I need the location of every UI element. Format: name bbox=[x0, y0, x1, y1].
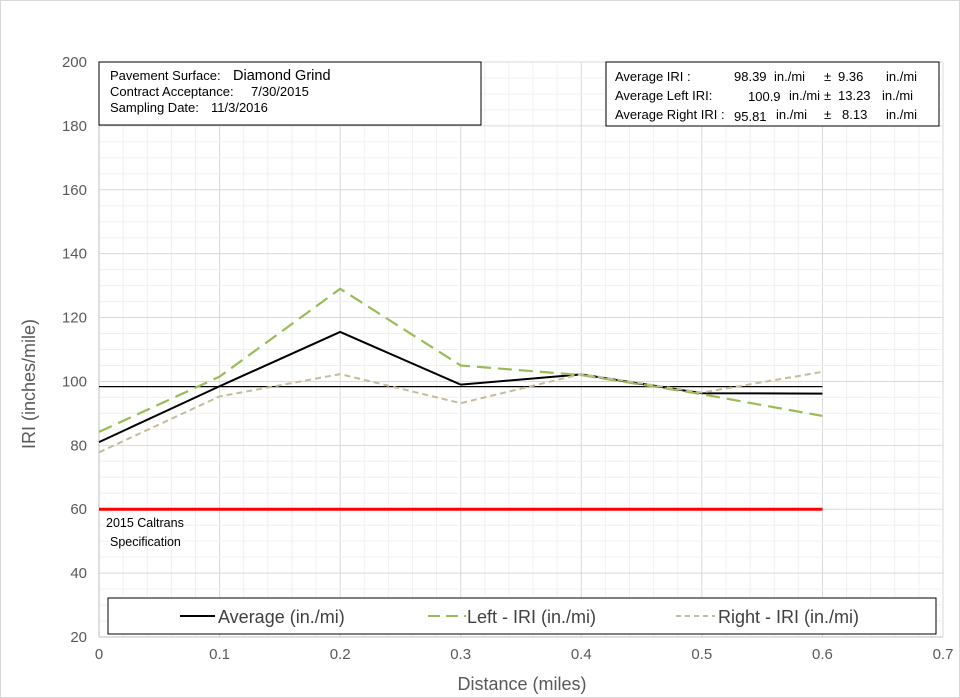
x-tick-label: 0.1 bbox=[209, 646, 230, 663]
legend-label-average: Average (in./mi) bbox=[218, 607, 345, 627]
x-tick-label: 0.5 bbox=[691, 646, 712, 663]
avg-left-iri-err: 13.23 bbox=[838, 88, 871, 103]
spec-label-line1: 2015 Caltrans bbox=[106, 516, 184, 530]
avg-left-iri-label: Average Left IRI: bbox=[615, 88, 712, 103]
x-tick-label: 0.4 bbox=[571, 646, 592, 663]
x-tick-label: 0 bbox=[95, 646, 103, 663]
y-tick-label: 180 bbox=[62, 118, 87, 135]
y-tick-label: 80 bbox=[70, 437, 87, 454]
avg-right-iri-err: 8.13 bbox=[842, 107, 867, 122]
y-tick-label: 60 bbox=[70, 501, 87, 518]
y-tick-label: 100 bbox=[62, 373, 87, 390]
pavement-surface-value: Diamond Grind bbox=[233, 68, 331, 84]
series-lines bbox=[98, 287, 823, 454]
x-tick-label: 0.2 bbox=[330, 646, 351, 663]
avg-right-iri-unit: in./mi bbox=[776, 107, 807, 122]
avg-iri-value: 98.39 bbox=[734, 69, 767, 84]
x-tick-labels: 0 0.1 0.2 0.3 0.4 0.5 0.6 0.7 bbox=[95, 646, 954, 663]
sampling-date-value: 11/3/2016 bbox=[211, 100, 268, 115]
series-line-left-iri bbox=[98, 287, 823, 433]
series-line-right-iri bbox=[98, 370, 823, 454]
legend-label-left: Left - IRI (in./mi) bbox=[467, 607, 596, 627]
avg-iri-pm: ± bbox=[824, 69, 831, 84]
x-tick-label: 0.6 bbox=[812, 646, 833, 663]
y-tick-label: 200 bbox=[62, 54, 87, 71]
legend: Average (in./mi) Left - IRI (in./mi) Rig… bbox=[107, 597, 937, 635]
axes bbox=[98, 62, 943, 638]
avg-right-iri-err-unit: in./mi bbox=[886, 107, 917, 122]
avg-right-iri-pm: ± bbox=[824, 107, 831, 122]
y-tick-labels: 20 40 60 80 100 120 140 160 180 200 bbox=[62, 54, 87, 646]
legend-label-right: Right - IRI (in./mi) bbox=[718, 607, 859, 627]
y-axis-title: IRI (inches/mile) bbox=[19, 319, 39, 449]
pavement-surface-label: Pavement Surface: bbox=[110, 68, 221, 83]
avg-iri-unit: in./mi bbox=[774, 69, 805, 84]
contract-acceptance-value: 7/30/2015 bbox=[251, 84, 309, 99]
x-tick-label: 0.7 bbox=[933, 646, 954, 663]
x-tick-label: 0.3 bbox=[450, 646, 471, 663]
x-axis-title: Distance (miles) bbox=[457, 674, 586, 694]
info-box-right: Average IRI : 98.39 in./mi ± 9.36 in./mi… bbox=[605, 61, 940, 127]
avg-iri-err-unit: in./mi bbox=[886, 69, 917, 84]
avg-left-iri-unit: in./mi bbox=[789, 88, 820, 103]
spec-label-line2: Specification bbox=[110, 535, 181, 549]
avg-iri-err: 9.36 bbox=[838, 69, 863, 84]
avg-left-iri-pm: ± bbox=[824, 88, 831, 103]
y-tick-label: 40 bbox=[70, 565, 87, 582]
contract-acceptance-label: Contract Acceptance: bbox=[110, 84, 234, 99]
avg-left-iri-value: 100.9 bbox=[748, 89, 781, 104]
avg-iri-label: Average IRI : bbox=[615, 69, 691, 84]
y-tick-label: 160 bbox=[62, 182, 87, 199]
info-box-left: Pavement Surface: Diamond Grind Contract… bbox=[98, 61, 482, 126]
y-tick-label: 120 bbox=[62, 310, 87, 327]
sampling-date-label: Sampling Date: bbox=[110, 100, 199, 115]
avg-right-iri-value: 95.81 bbox=[734, 109, 767, 124]
y-tick-label: 140 bbox=[62, 246, 87, 263]
avg-right-iri-label: Average Right IRI : bbox=[615, 107, 725, 122]
avg-left-iri-err-unit: in./mi bbox=[882, 88, 913, 103]
y-tick-label: 20 bbox=[70, 629, 87, 646]
